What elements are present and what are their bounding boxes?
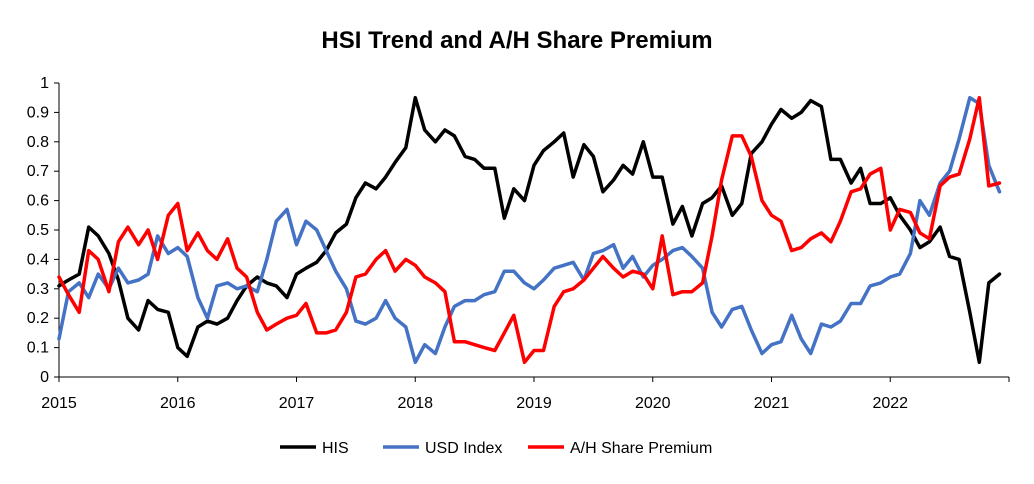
- legend-label-his: HIS: [322, 440, 349, 457]
- x-tick-label: 2018: [397, 395, 433, 412]
- series-layer: [57, 95, 1002, 365]
- y-tick-label: 0.9: [27, 104, 49, 121]
- x-tick-label: 2019: [516, 395, 552, 412]
- x-tick-label: 2017: [279, 395, 315, 412]
- legend: HIS USD Index A/H Share Premium: [280, 440, 712, 457]
- y-tick-label: 0.1: [27, 340, 49, 357]
- y-tick-label: 0.6: [27, 193, 49, 210]
- series-line-usd-index: [57, 95, 1002, 365]
- legend-label-a-h-share-premium: A/H Share Premium: [570, 440, 712, 457]
- series-line-a-h-share-premium: [57, 95, 1002, 365]
- x-tick-label: 2021: [754, 395, 790, 412]
- x-tick-label: 2015: [41, 395, 77, 412]
- x-tick-label: 2020: [635, 395, 671, 412]
- y-tick-label: 0.7: [27, 163, 49, 180]
- y-tick-label: 0.4: [27, 251, 49, 268]
- legend-label-usd-index: USD Index: [425, 440, 502, 457]
- axes: 0 0.1 0.2 0.3 0.4 0.5 0.6 0.7 0.8 0.9 1 2015 2016 201…: [27, 75, 1010, 412]
- y-tick-label: 0.3: [27, 281, 49, 298]
- y-tick-label: 0: [40, 369, 49, 386]
- x-tick-label: 2016: [160, 395, 196, 412]
- x-tick-label: 2022: [872, 395, 908, 412]
- series-line-his: [57, 95, 1002, 365]
- y-tick-label: 0.8: [27, 134, 49, 151]
- chart-title: HSI Trend and A/H Share Premium: [321, 27, 712, 54]
- y-tick-label: 1: [40, 75, 49, 92]
- y-tick-label: 0.5: [27, 222, 49, 239]
- y-tick-label: 0.2: [27, 310, 49, 327]
